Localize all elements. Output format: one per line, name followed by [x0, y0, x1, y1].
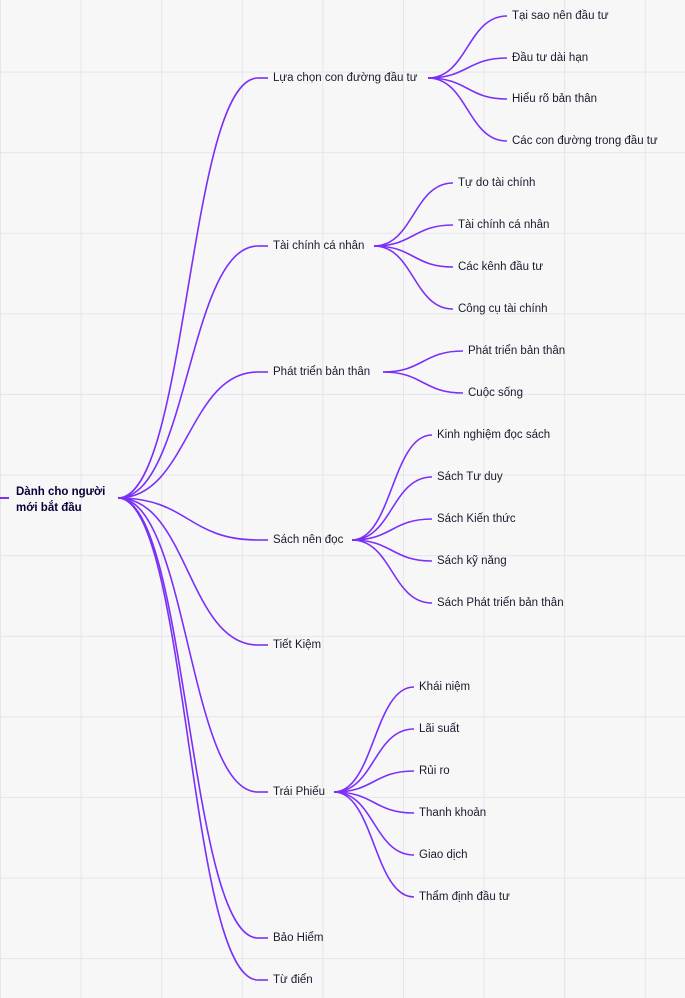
leaf-node[interactable]: Sách kỹ năng: [437, 555, 507, 567]
leaf-node[interactable]: Kinh nghiệm đọc sách: [437, 429, 551, 441]
leaf-node[interactable]: Công cụ tài chính: [458, 303, 548, 315]
branch-connector: [117, 497, 259, 541]
leaf-connector: [382, 350, 464, 373]
branch-connector: [117, 497, 259, 939]
root-node-line-2: mới bắt đầu: [16, 502, 82, 514]
leaf-connector: [427, 77, 508, 100]
branch-dictionary[interactable]: Từ điển: [273, 974, 313, 986]
root-node-line-1: Dành cho người: [16, 486, 106, 498]
leaf-connector: [333, 728, 415, 793]
leaf-node[interactable]: Tài chính cá nhân: [458, 219, 550, 231]
leaf-node[interactable]: Cuộc sống: [468, 387, 523, 399]
branch-bonds[interactable]: Trái Phiếu: [273, 786, 325, 798]
leaf-node[interactable]: Tại sao nên đầu tư: [512, 10, 609, 22]
branch-investment-path[interactable]: Lựa chọn con đường đầu tư: [273, 72, 418, 84]
leaf-node[interactable]: Các con đường trong đầu tư: [512, 135, 658, 147]
root-node[interactable]: Dành cho người mới bắt đầu: [16, 484, 116, 516]
leaf-node[interactable]: Khái niệm: [419, 681, 471, 693]
leaf-connector: [333, 791, 415, 814]
leaf-connector: [351, 476, 433, 541]
leaf-node[interactable]: Giao dịch: [419, 849, 468, 861]
leaf-node[interactable]: Thẩm định đầu tư: [419, 891, 510, 903]
leaf-node[interactable]: Thanh khoản: [419, 807, 487, 819]
leaf-node[interactable]: Đầu tư dài hạn: [512, 52, 589, 64]
leaf-node[interactable]: Tự do tài chính: [458, 177, 536, 189]
leaf-connector: [351, 539, 433, 604]
leaf-node[interactable]: Sách Kiến thức: [437, 513, 516, 525]
leaf-connector: [351, 539, 433, 562]
leaf-node[interactable]: Sách Phát triển bản thân: [437, 597, 564, 609]
branch-self-development[interactable]: Phát triển bản thân: [273, 366, 371, 378]
leaf-connector: [373, 224, 454, 247]
leaf-connector: [333, 686, 415, 793]
branch-connector: [117, 497, 259, 793]
branch-personal-finance[interactable]: Tài chính cá nhân: [273, 240, 365, 252]
leaf-node[interactable]: Phát triển bản thân: [468, 345, 566, 357]
leaf-node[interactable]: Lãi suất: [419, 723, 460, 735]
branch-connector: [117, 77, 259, 499]
leaf-node[interactable]: Các kênh đầu tư: [458, 261, 544, 273]
root-connector-stub: [0, 497, 9, 499]
leaf-connector: [351, 518, 433, 541]
branch-books[interactable]: Sách nên đọc: [273, 534, 344, 546]
branch-connector: [117, 497, 259, 646]
branch-connector: [117, 245, 259, 499]
leaf-connector: [373, 182, 454, 247]
branch-savings[interactable]: Tiết Kiệm: [273, 639, 322, 651]
branch-connector: [117, 371, 259, 499]
leaf-connector: [373, 245, 454, 268]
leaf-node[interactable]: Rủi ro: [419, 765, 450, 777]
leaf-connector: [427, 77, 508, 142]
branch-insurance[interactable]: Bảo Hiểm: [273, 932, 324, 944]
leaf-connector: [373, 245, 454, 310]
leaf-connector: [351, 434, 433, 541]
leaf-node[interactable]: Hiểu rõ bản thân: [512, 93, 598, 105]
leaf-connector: [427, 57, 508, 79]
leaf-connector: [333, 791, 415, 898]
leaf-node[interactable]: Sách Tư duy: [437, 471, 503, 483]
leaf-connector: [427, 15, 508, 79]
leaf-connector: [382, 371, 464, 394]
branch-connector: [117, 497, 259, 981]
leaf-connector: [333, 770, 415, 793]
leaf-connector: [333, 791, 415, 856]
